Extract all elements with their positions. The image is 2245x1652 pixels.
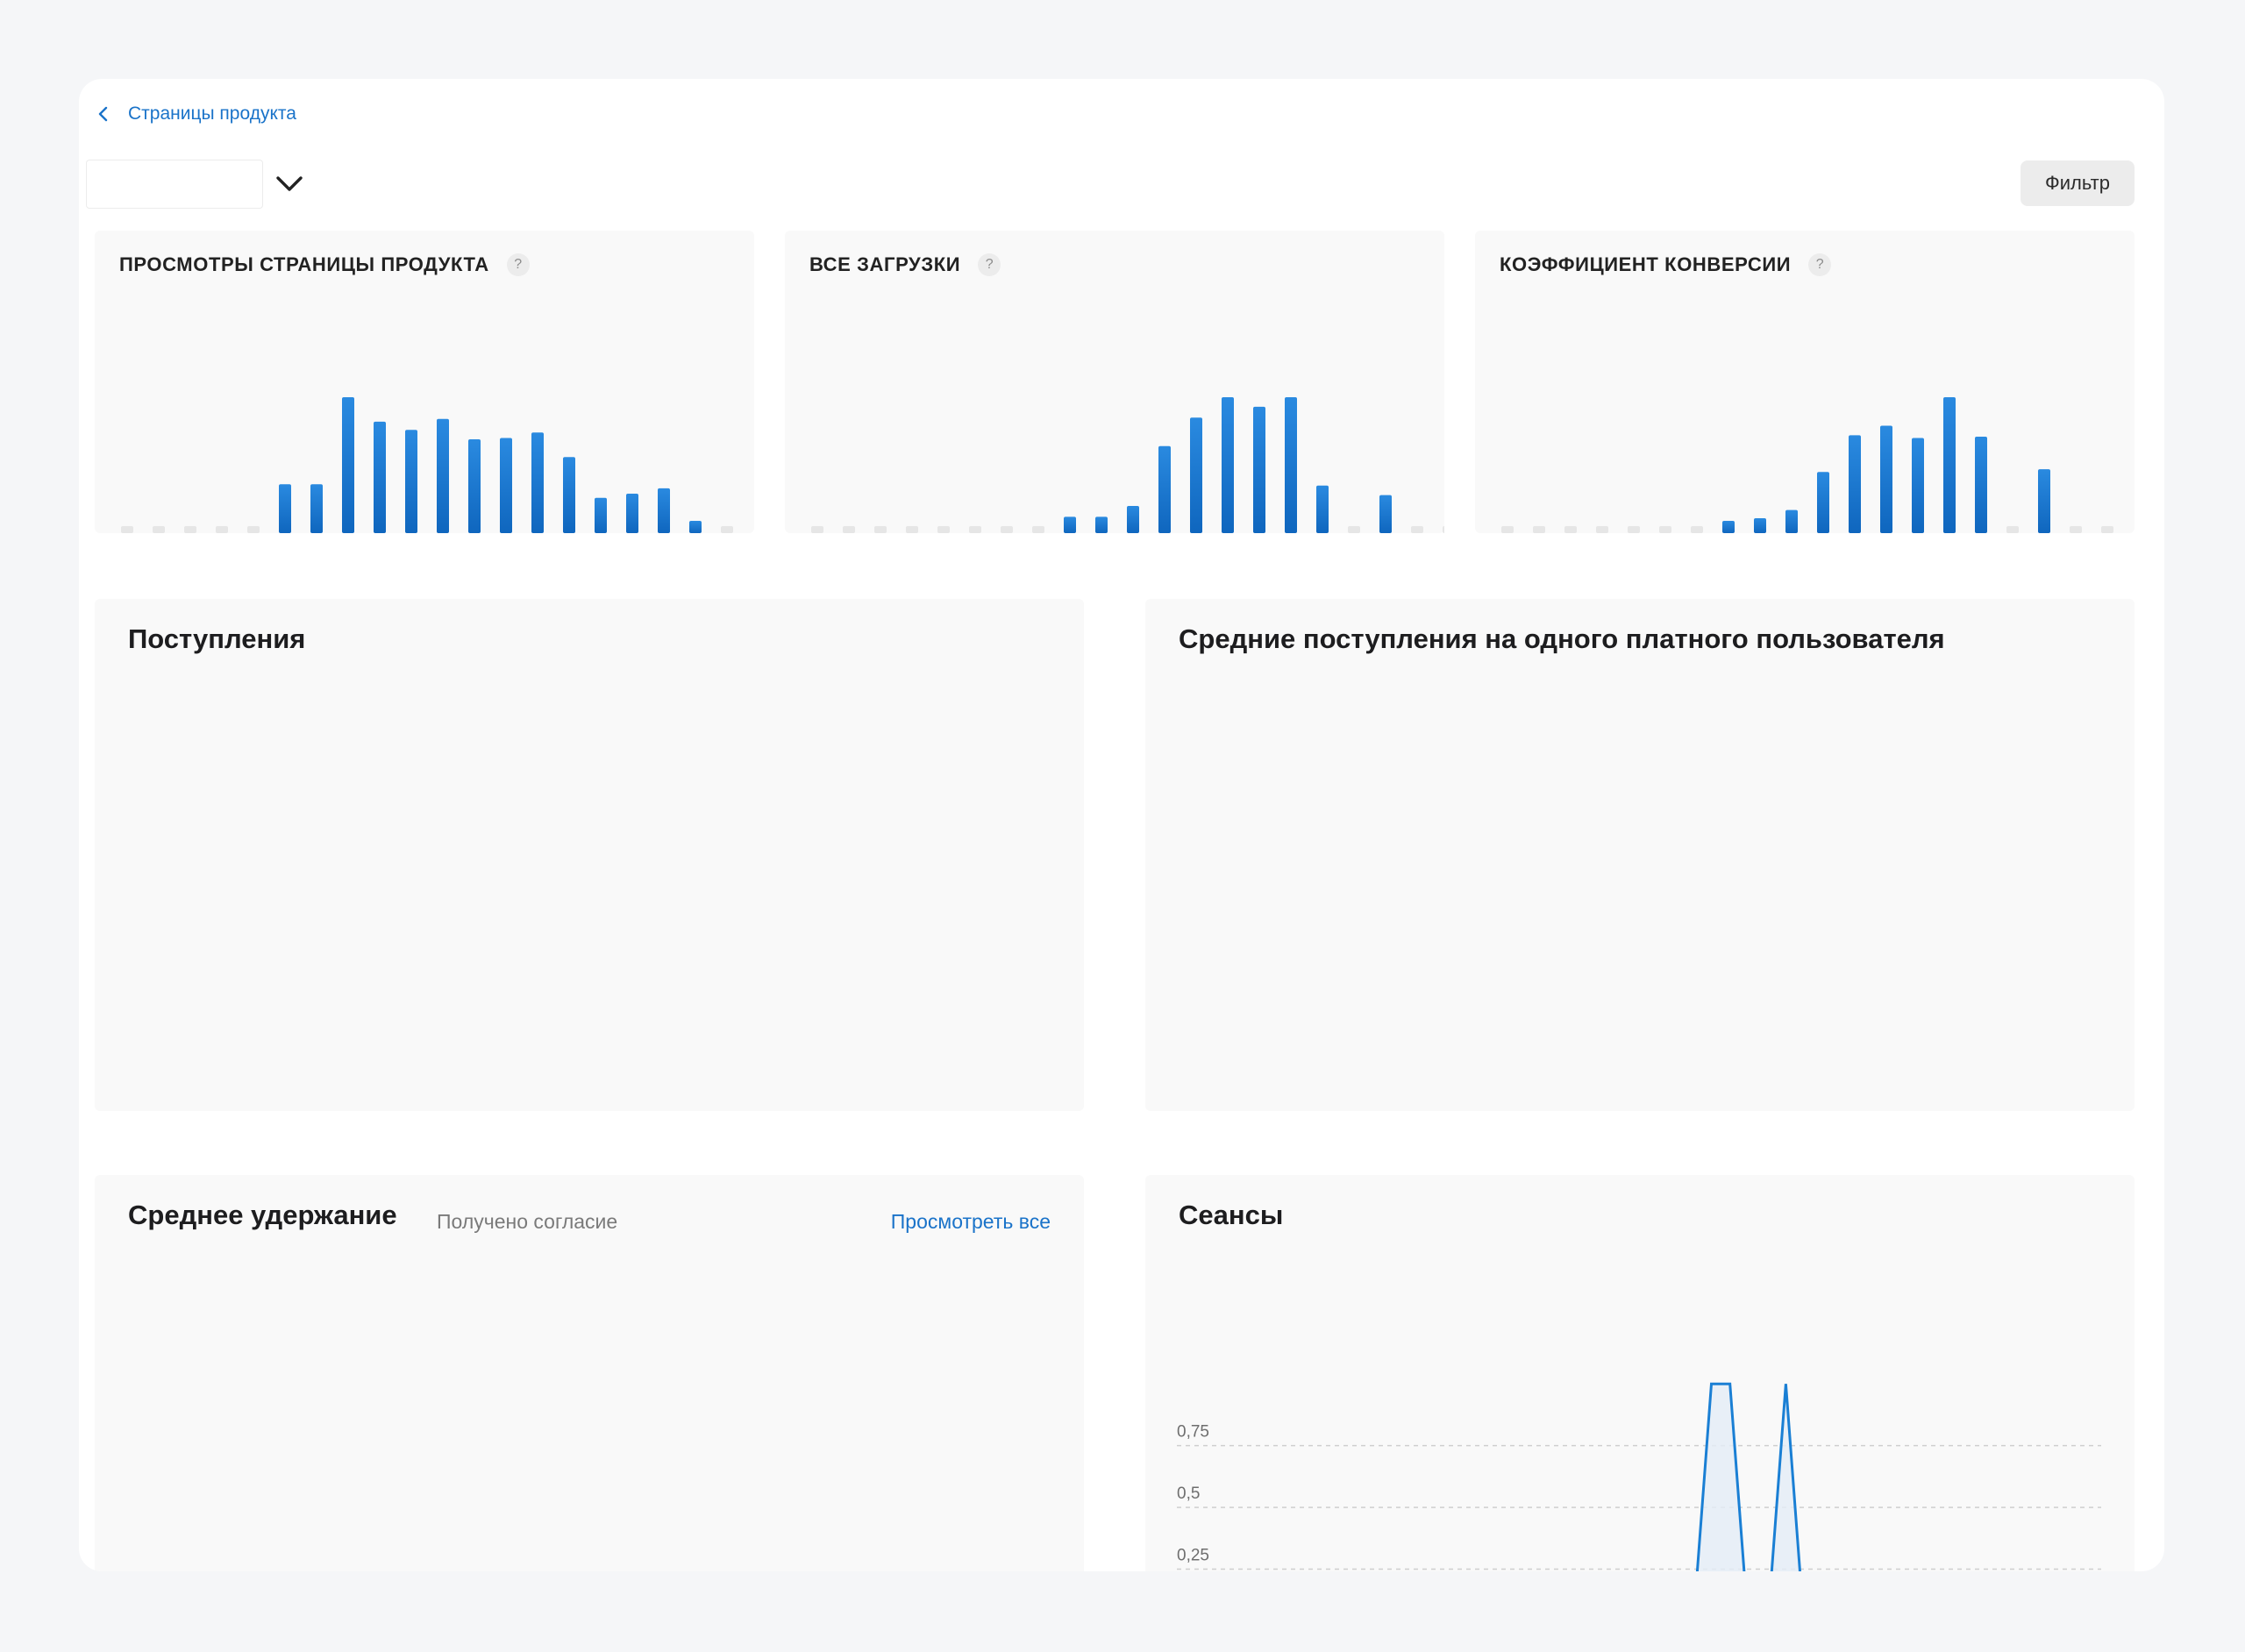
sessions-area	[1697, 1384, 1800, 1571]
bar	[626, 494, 638, 533]
bar	[658, 488, 670, 533]
product-selector[interactable]	[86, 160, 263, 209]
revenue-card: Поступления	[95, 599, 1084, 1111]
y-tick-label: 0,5	[1177, 1485, 1200, 1503]
kpi-bar-chart	[811, 397, 1444, 533]
kpi-title: КОЭФФИЦИЕНТ КОНВЕРСИИ	[1500, 253, 1792, 275]
retention-card: Среднее удержание Получено согласие Прос…	[95, 1175, 1084, 1571]
bar-empty	[1443, 526, 1444, 533]
bar-empty	[1533, 526, 1545, 533]
bar-empty	[721, 526, 733, 533]
back-link-label: Страницы продукта	[128, 103, 296, 124]
kpi-title: ПРОСМОТРЫ СТРАНИЦЫ ПРОДУКТА	[119, 253, 489, 275]
help-icon[interactable]: ?	[978, 253, 1001, 276]
bar	[500, 438, 512, 533]
bar	[1912, 438, 1924, 533]
bar	[1285, 397, 1297, 533]
bar	[1754, 517, 1766, 533]
bar	[595, 497, 607, 533]
bar	[279, 484, 291, 533]
bar-empty	[153, 526, 165, 533]
chevron-down-icon[interactable]	[272, 167, 307, 202]
kpi-title-row: ВСЕ ЗАГРУЗКИ ?	[809, 253, 1001, 276]
main-panel: Страницы продукта Фильтр ПРОСМОТРЫ СТРАН…	[79, 79, 2164, 1571]
bar-empty	[1001, 526, 1013, 533]
bar	[1064, 516, 1076, 533]
bar	[1943, 397, 1956, 533]
sessions-area-chart: 0,25 0,5 0,75	[1177, 1382, 2101, 1571]
kpi-title: ВСЕ ЗАГРУЗКИ	[809, 253, 961, 275]
bar	[468, 439, 481, 533]
chevron-left-icon	[98, 106, 108, 122]
bar	[1379, 495, 1392, 533]
bar	[374, 421, 386, 533]
bar	[1222, 397, 1234, 533]
bar	[1880, 425, 1892, 533]
bar	[1253, 406, 1265, 533]
bar	[1975, 436, 1987, 533]
bar	[1722, 521, 1735, 533]
bar	[1158, 445, 1171, 533]
kpi-bar-chart	[121, 397, 733, 533]
bar	[1849, 435, 1861, 533]
bar	[437, 418, 449, 533]
bar-empty	[906, 526, 918, 533]
back-link[interactable]: Страницы продукта	[95, 96, 296, 132]
bar-empty	[1411, 526, 1423, 533]
bar-empty	[2006, 526, 2019, 533]
arppu-card: Средние поступления на одного платного п…	[1145, 599, 2135, 1111]
bar-empty	[1348, 526, 1360, 533]
bar-empty	[1032, 526, 1044, 533]
kpi-card-conversion-rate: КОЭФФИЦИЕНТ КОНВЕРСИИ ?	[1475, 231, 2135, 533]
bar-empty	[121, 526, 133, 533]
filter-button[interactable]: Фильтр	[2020, 160, 2135, 206]
y-tick-label: 0,25	[1177, 1547, 1209, 1565]
bar-empty	[937, 526, 950, 533]
bar	[531, 432, 544, 533]
bar-empty	[1564, 526, 1577, 533]
sessions-line	[1695, 1382, 1801, 1571]
bar	[1127, 506, 1139, 533]
bar-empty	[843, 526, 855, 533]
bar	[2038, 469, 2050, 533]
bar	[405, 430, 417, 533]
retention-subtitle: Получено согласие	[437, 1210, 618, 1233]
bar-empty	[1628, 526, 1640, 533]
bar-empty	[184, 526, 196, 533]
bar-empty	[1501, 526, 1514, 533]
help-icon[interactable]: ?	[1808, 253, 1832, 276]
bar	[310, 484, 323, 533]
revenue-title: Поступления	[128, 623, 306, 654]
bar	[1785, 509, 1798, 533]
bar-empty	[1691, 526, 1703, 533]
view-all-link[interactable]: Просмотреть все	[890, 1210, 1051, 1233]
bar-empty	[969, 526, 981, 533]
bar-empty	[811, 526, 823, 533]
bar-empty	[874, 526, 887, 533]
bar-empty	[1659, 526, 1671, 533]
bar-empty	[216, 526, 228, 533]
bar	[689, 521, 702, 533]
sessions-title: Сеансы	[1179, 1200, 1284, 1230]
y-tick-label: 0,75	[1177, 1423, 1209, 1442]
retention-title: Среднее удержание	[128, 1200, 397, 1230]
bar-empty	[1596, 526, 1608, 533]
help-icon[interactable]: ?	[506, 253, 530, 276]
bar-empty	[247, 526, 260, 533]
bar-empty	[2101, 526, 2113, 533]
kpi-title-row: ПРОСМОТРЫ СТРАНИЦЫ ПРОДУКТА ?	[119, 253, 530, 276]
bar	[1817, 472, 1829, 533]
kpi-title-row: КОЭФФИЦИЕНТ КОНВЕРСИИ ?	[1500, 253, 1832, 276]
kpi-card-all-downloads: ВСЕ ЗАГРУЗКИ ?	[785, 231, 1444, 533]
bar	[1316, 485, 1329, 533]
bar	[342, 397, 354, 533]
bar-empty	[2070, 526, 2082, 533]
sessions-card: Сеансы 0,25 0,5 0,75	[1145, 1175, 2135, 1571]
arppu-title: Средние поступления на одного платного п…	[1179, 623, 1945, 654]
bar	[1095, 516, 1108, 533]
kpi-bar-chart	[1501, 397, 2113, 533]
bar	[563, 457, 575, 533]
kpi-card-product-page-views: ПРОСМОТРЫ СТРАНИЦЫ ПРОДУКТА ?	[95, 231, 754, 533]
bar	[1190, 417, 1202, 533]
